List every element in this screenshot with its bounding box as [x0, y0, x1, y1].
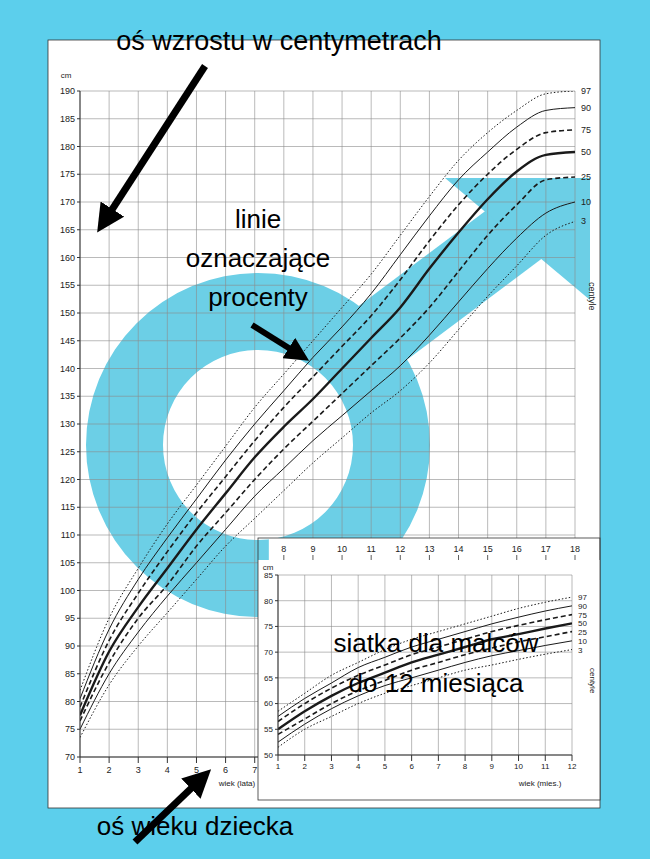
svg-text:centyle: centyle: [588, 668, 597, 694]
svg-text:105: 105: [60, 558, 75, 568]
svg-text:8: 8: [281, 544, 286, 554]
svg-text:cm: cm: [263, 563, 274, 572]
svg-text:90: 90: [65, 641, 75, 651]
svg-text:90: 90: [578, 602, 587, 611]
svg-text:125: 125: [60, 447, 75, 457]
svg-text:oś wieku dziecka: oś wieku dziecka: [97, 811, 294, 841]
svg-text:180: 180: [60, 142, 75, 152]
svg-text:2: 2: [107, 765, 112, 775]
svg-text:10: 10: [578, 637, 587, 646]
svg-text:85: 85: [264, 571, 273, 580]
svg-text:70: 70: [65, 752, 75, 762]
svg-text:10: 10: [337, 544, 347, 554]
svg-text:55: 55: [264, 725, 273, 734]
svg-text:2: 2: [303, 762, 308, 771]
svg-text:97: 97: [578, 593, 587, 602]
svg-text:10: 10: [581, 197, 591, 207]
svg-text:60: 60: [264, 699, 273, 708]
svg-text:9: 9: [490, 762, 495, 771]
svg-text:do 12 miesiąca: do 12 miesiąca: [349, 668, 524, 698]
svg-text:16: 16: [512, 544, 522, 554]
svg-text:6: 6: [409, 762, 414, 771]
svg-text:18: 18: [570, 544, 580, 554]
svg-text:140: 140: [60, 364, 75, 374]
svg-text:10: 10: [514, 762, 523, 771]
svg-text:120: 120: [60, 475, 75, 485]
svg-text:cm: cm: [61, 71, 72, 80]
svg-text:145: 145: [60, 336, 75, 346]
svg-text:50: 50: [264, 751, 273, 760]
svg-text:160: 160: [60, 253, 75, 263]
svg-text:75: 75: [264, 622, 273, 631]
svg-text:130: 130: [60, 419, 75, 429]
svg-text:14: 14: [454, 544, 464, 554]
svg-text:4: 4: [356, 762, 361, 771]
svg-text:97: 97: [581, 86, 591, 96]
svg-text:175: 175: [60, 169, 75, 179]
svg-text:50: 50: [578, 619, 587, 629]
svg-text:115: 115: [61, 502, 75, 512]
svg-text:185: 185: [60, 114, 75, 124]
svg-text:siatka dla malców: siatka dla malców: [333, 628, 538, 658]
svg-text:5: 5: [383, 762, 388, 771]
svg-text:135: 135: [60, 391, 75, 401]
svg-text:centyle: centyle: [587, 282, 597, 311]
svg-text:15: 15: [483, 544, 493, 554]
svg-text:165: 165: [60, 225, 75, 235]
svg-text:11: 11: [541, 762, 550, 771]
svg-text:110: 110: [61, 530, 75, 540]
svg-text:80: 80: [65, 697, 75, 707]
svg-text:85: 85: [65, 669, 75, 679]
svg-text:150: 150: [60, 308, 75, 318]
svg-text:8: 8: [463, 762, 468, 771]
svg-text:13: 13: [424, 544, 434, 554]
svg-text:oś wzrostu w centymetrach: oś wzrostu w centymetrach: [116, 26, 442, 56]
svg-text:75: 75: [581, 125, 591, 135]
svg-text:50: 50: [581, 147, 591, 157]
svg-text:7: 7: [436, 762, 441, 771]
svg-text:100: 100: [60, 586, 75, 596]
svg-text:9: 9: [310, 544, 315, 554]
svg-text:oznaczające: oznaczające: [186, 243, 331, 273]
svg-text:3: 3: [578, 646, 583, 655]
svg-text:12: 12: [568, 762, 577, 771]
svg-text:6: 6: [223, 765, 228, 775]
svg-text:80: 80: [264, 597, 273, 606]
svg-text:75: 75: [65, 724, 75, 734]
svg-text:25: 25: [578, 628, 587, 637]
svg-text:11: 11: [367, 544, 376, 554]
svg-text:3: 3: [136, 765, 141, 775]
svg-text:17: 17: [541, 544, 551, 554]
svg-text:linie: linie: [235, 204, 281, 234]
svg-text:4: 4: [165, 765, 170, 775]
svg-text:5: 5: [194, 765, 199, 775]
svg-text:3: 3: [329, 762, 334, 771]
svg-text:65: 65: [264, 674, 273, 683]
svg-text:1: 1: [77, 765, 82, 775]
svg-text:190: 190: [60, 86, 75, 96]
svg-text:155: 155: [60, 280, 75, 290]
svg-text:75: 75: [578, 611, 587, 620]
svg-text:25: 25: [581, 172, 591, 182]
svg-text:12: 12: [395, 544, 405, 554]
svg-text:1: 1: [276, 762, 281, 771]
svg-text:170: 170: [60, 197, 75, 207]
svg-text:wiek (lata): wiek (lata): [218, 779, 256, 788]
svg-text:90: 90: [581, 103, 591, 113]
svg-text:95: 95: [65, 613, 75, 623]
svg-text:wiek (mies.): wiek (mies.): [518, 779, 562, 788]
svg-text:7: 7: [252, 765, 257, 775]
svg-text:3: 3: [581, 216, 586, 226]
svg-text:procenty: procenty: [208, 282, 308, 312]
svg-text:70: 70: [264, 648, 273, 657]
